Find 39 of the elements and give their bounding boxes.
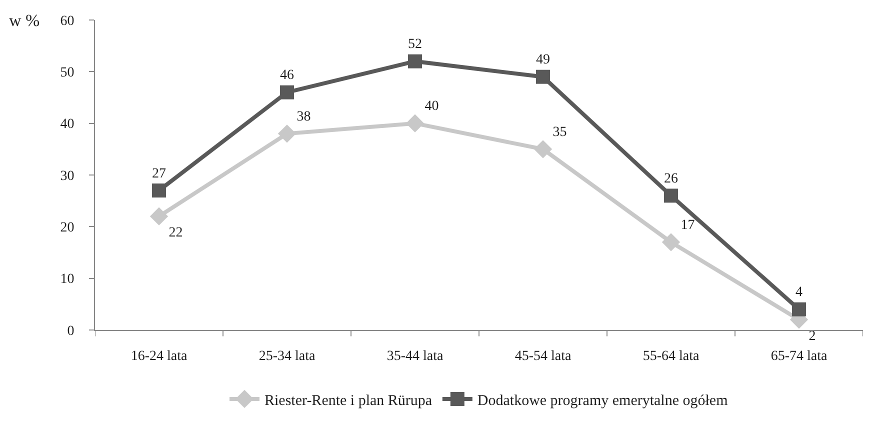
x-tick-label: 55-64 lata bbox=[642, 348, 700, 364]
y-tick-label: 10 bbox=[60, 272, 74, 288]
data-label: 27 bbox=[152, 166, 166, 182]
data-label: 22 bbox=[168, 226, 183, 241]
point bbox=[406, 114, 424, 132]
x-tick-label: 16-24 lata bbox=[130, 348, 188, 364]
y-tick-label: 30 bbox=[60, 168, 74, 184]
point bbox=[150, 207, 168, 226]
y-tick-label: 0 bbox=[67, 324, 74, 339]
y-tick-label: 20 bbox=[60, 220, 74, 236]
y-tick-label: 40 bbox=[60, 117, 74, 132]
point bbox=[278, 124, 296, 143]
legend-label: Riester-Rente i plan Rürupa bbox=[264, 392, 432, 409]
data-label: 38 bbox=[296, 109, 311, 124]
point bbox=[662, 233, 680, 252]
point bbox=[152, 184, 166, 198]
x-tick-label: 25-34 lata bbox=[258, 348, 316, 364]
data-label: 49 bbox=[536, 52, 550, 68]
point bbox=[408, 54, 422, 68]
data-label: 2 bbox=[808, 328, 816, 344]
legend-label: Dodatkowe programy emerytalne ogółem bbox=[477, 392, 728, 409]
x-tick-label: 65-74 lata bbox=[770, 348, 828, 364]
data-label: 40 bbox=[424, 99, 439, 114]
point bbox=[536, 70, 550, 84]
point bbox=[792, 302, 806, 316]
point bbox=[280, 85, 294, 100]
y-tick-label: 60 bbox=[60, 14, 74, 29]
data-label: 46 bbox=[280, 68, 294, 84]
x-tick-label: 45-54 lata bbox=[514, 348, 572, 364]
x-tick-label: 35-44 lata bbox=[386, 348, 444, 364]
data-label: 26 bbox=[664, 171, 678, 186]
y-tick-label: 50 bbox=[60, 66, 74, 81]
data-label: 52 bbox=[408, 37, 422, 52]
data-label: 35 bbox=[552, 124, 567, 140]
point bbox=[534, 140, 552, 158]
y-axis-title: w % bbox=[9, 11, 40, 30]
data-label: 4 bbox=[796, 285, 802, 300]
data-label: 17 bbox=[680, 218, 695, 233]
point bbox=[664, 188, 678, 203]
